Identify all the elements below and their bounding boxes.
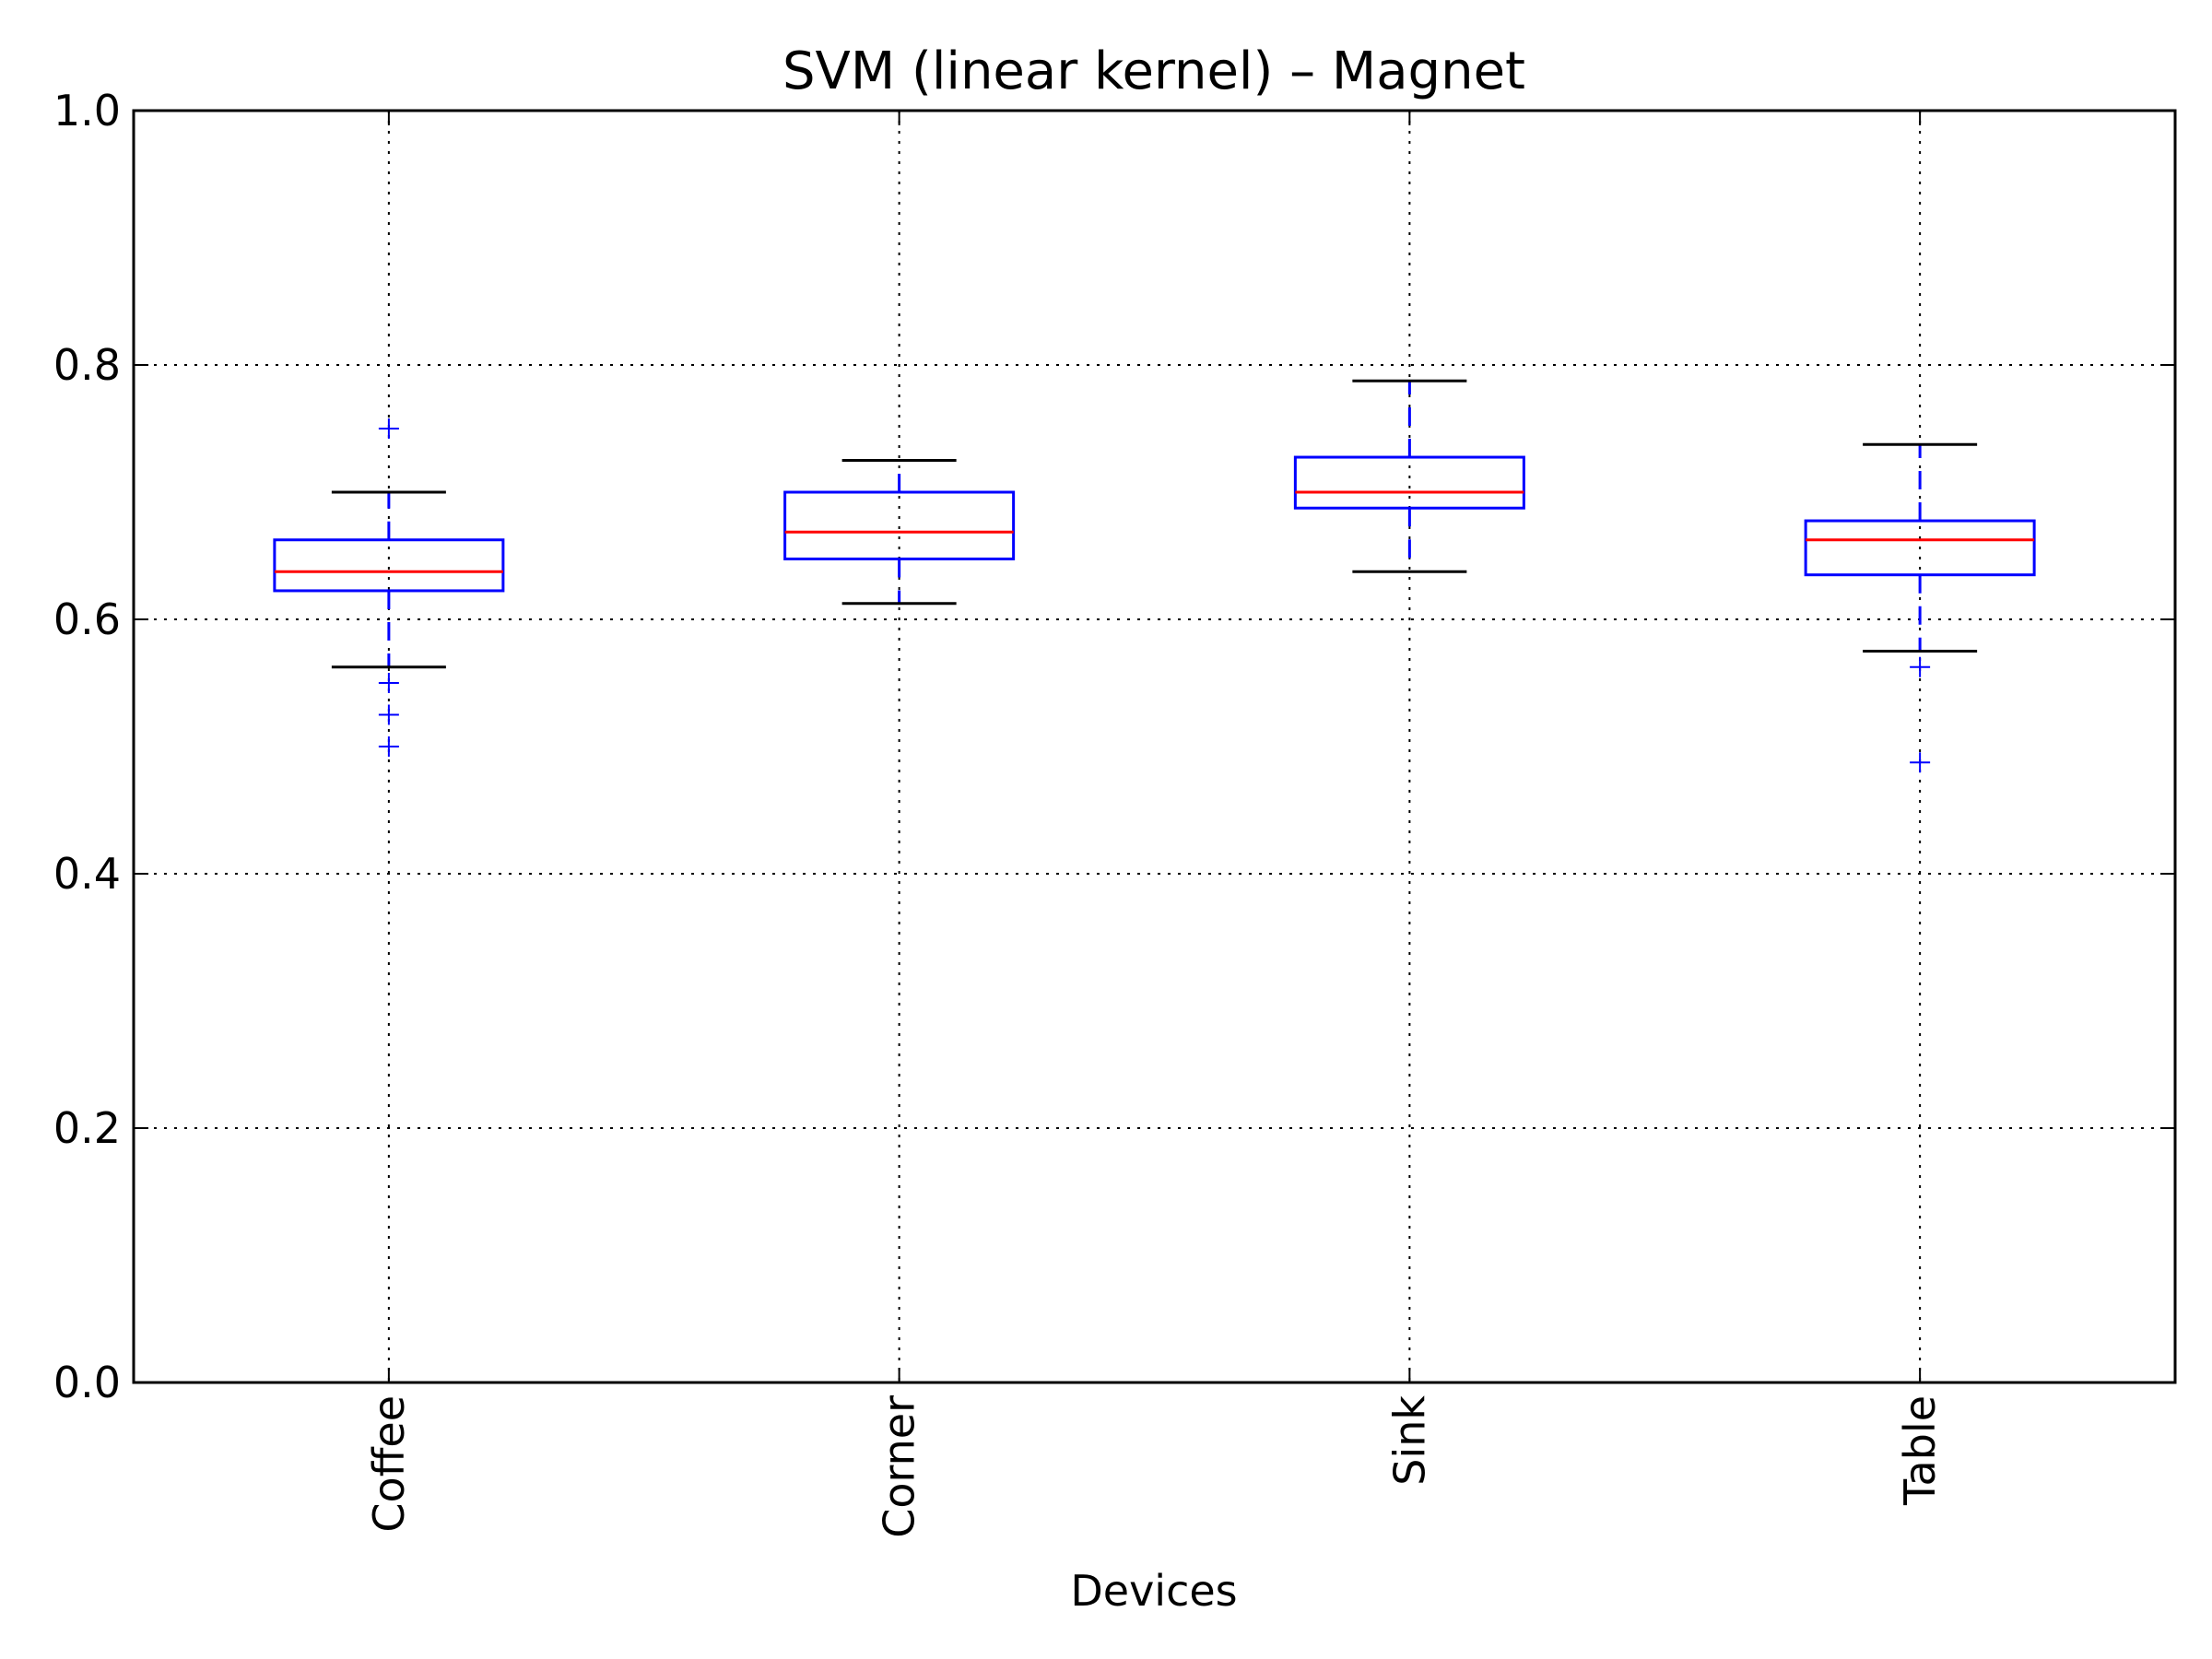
x-tick-label: Coffee (364, 1395, 414, 1533)
iqr-box (1293, 455, 1525, 510)
outlier-marker (378, 418, 399, 439)
ticks-layer: 0.0 0.2 0.4 0.6 0.8 1.0 Coffee Corner Sink Table (53, 86, 2175, 1538)
outlier-marker (378, 704, 399, 725)
box-table (1804, 442, 2036, 773)
y-tick-label: 0.4 (53, 849, 121, 899)
plot-frame (132, 109, 2177, 1384)
x-axis-label: Devices (1070, 1566, 1237, 1616)
iqr-box (1804, 519, 2036, 577)
grid-layer (134, 111, 2175, 1382)
outlier-marker (1910, 752, 1931, 773)
y-tick-label: 0.6 (53, 594, 121, 644)
box-coffee (273, 418, 505, 757)
box-corner (783, 459, 1016, 606)
outlier-marker (378, 673, 399, 693)
x-tick-label: Sink (1384, 1395, 1434, 1486)
box-sink (1293, 379, 1525, 573)
boxes-layer (273, 379, 2036, 773)
x-tick-label: Corner (875, 1395, 924, 1538)
chart-title: SVM (linear kernel) – Magnet (782, 41, 1525, 101)
iqr-box (273, 538, 505, 593)
y-tick-label: 0.8 (53, 340, 121, 390)
outlier-marker (378, 736, 399, 757)
x-tick-label: Table (1895, 1395, 1945, 1506)
outlier-marker (1910, 656, 1931, 677)
y-tick-label: 0.0 (53, 1358, 121, 1407)
iqr-box (783, 490, 1016, 560)
y-tick-label: 1.0 (53, 86, 121, 135)
y-tick-label: 0.2 (53, 1103, 121, 1153)
